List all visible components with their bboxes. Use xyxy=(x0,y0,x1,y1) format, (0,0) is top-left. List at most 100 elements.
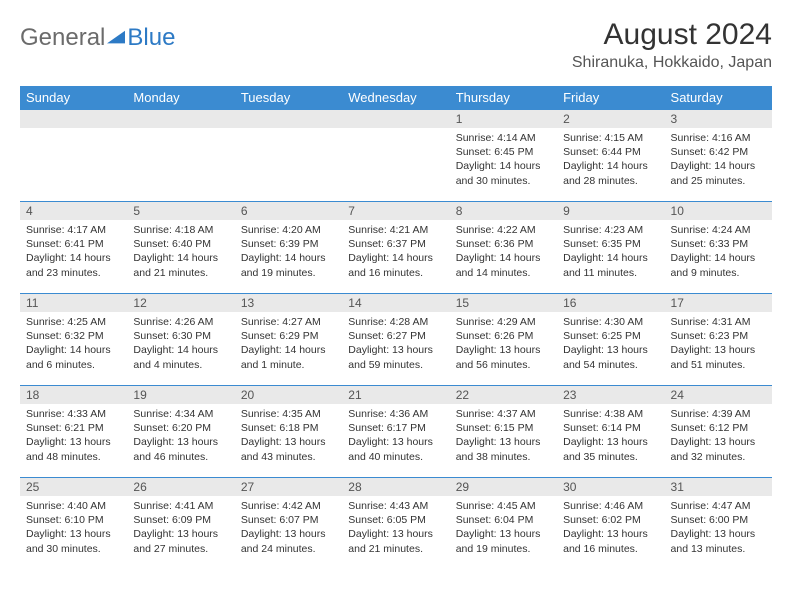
day-info: Sunrise: 4:31 AMSunset: 6:23 PMDaylight:… xyxy=(665,312,772,376)
daylight-text: Daylight: 13 hours and 13 minutes. xyxy=(671,527,766,555)
sunset-text: Sunset: 6:10 PM xyxy=(26,513,121,527)
day-number: 12 xyxy=(127,294,234,312)
sunset-text: Sunset: 6:32 PM xyxy=(26,329,121,343)
day-header: Wednesday xyxy=(342,86,449,110)
day-number: 21 xyxy=(342,386,449,404)
day-info: Sunrise: 4:16 AMSunset: 6:42 PMDaylight:… xyxy=(665,128,772,192)
day-number: 26 xyxy=(127,478,234,496)
day-number: 16 xyxy=(557,294,664,312)
sunrise-text: Sunrise: 4:27 AM xyxy=(241,315,336,329)
sunrise-text: Sunrise: 4:31 AM xyxy=(671,315,766,329)
calendar-day-cell: 24Sunrise: 4:39 AMSunset: 6:12 PMDayligh… xyxy=(665,386,772,478)
daylight-text: Daylight: 14 hours and 4 minutes. xyxy=(133,343,228,371)
calendar-day-cell: 23Sunrise: 4:38 AMSunset: 6:14 PMDayligh… xyxy=(557,386,664,478)
sunrise-text: Sunrise: 4:30 AM xyxy=(563,315,658,329)
sunset-text: Sunset: 6:40 PM xyxy=(133,237,228,251)
day-number xyxy=(127,110,234,128)
day-number: 18 xyxy=(20,386,127,404)
sunrise-text: Sunrise: 4:36 AM xyxy=(348,407,443,421)
day-info: Sunrise: 4:45 AMSunset: 6:04 PMDaylight:… xyxy=(450,496,557,560)
sunset-text: Sunset: 6:21 PM xyxy=(26,421,121,435)
day-info: Sunrise: 4:14 AMSunset: 6:45 PMDaylight:… xyxy=(450,128,557,192)
calendar-day-cell: 19Sunrise: 4:34 AMSunset: 6:20 PMDayligh… xyxy=(127,386,234,478)
sunrise-text: Sunrise: 4:39 AM xyxy=(671,407,766,421)
sunset-text: Sunset: 6:04 PM xyxy=(456,513,551,527)
sunset-text: Sunset: 6:25 PM xyxy=(563,329,658,343)
day-info: Sunrise: 4:26 AMSunset: 6:30 PMDaylight:… xyxy=(127,312,234,376)
day-info: Sunrise: 4:20 AMSunset: 6:39 PMDaylight:… xyxy=(235,220,342,284)
calendar-day-cell: 3Sunrise: 4:16 AMSunset: 6:42 PMDaylight… xyxy=(665,110,772,202)
day-info: Sunrise: 4:17 AMSunset: 6:41 PMDaylight:… xyxy=(20,220,127,284)
sunset-text: Sunset: 6:36 PM xyxy=(456,237,551,251)
daylight-text: Daylight: 13 hours and 19 minutes. xyxy=(456,527,551,555)
day-info: Sunrise: 4:38 AMSunset: 6:14 PMDaylight:… xyxy=(557,404,664,468)
calendar-day-cell xyxy=(127,110,234,202)
day-header: Monday xyxy=(127,86,234,110)
day-number xyxy=(235,110,342,128)
sunset-text: Sunset: 6:26 PM xyxy=(456,329,551,343)
calendar-day-cell: 9Sunrise: 4:23 AMSunset: 6:35 PMDaylight… xyxy=(557,202,664,294)
day-info: Sunrise: 4:27 AMSunset: 6:29 PMDaylight:… xyxy=(235,312,342,376)
day-info: Sunrise: 4:41 AMSunset: 6:09 PMDaylight:… xyxy=(127,496,234,560)
calendar-day-cell: 11Sunrise: 4:25 AMSunset: 6:32 PMDayligh… xyxy=(20,294,127,386)
day-info: Sunrise: 4:22 AMSunset: 6:36 PMDaylight:… xyxy=(450,220,557,284)
logo-triangle-icon xyxy=(107,29,125,47)
calendar-day-cell: 27Sunrise: 4:42 AMSunset: 6:07 PMDayligh… xyxy=(235,478,342,570)
daylight-text: Daylight: 13 hours and 48 minutes. xyxy=(26,435,121,463)
calendar-day-cell: 2Sunrise: 4:15 AMSunset: 6:44 PMDaylight… xyxy=(557,110,664,202)
daylight-text: Daylight: 13 hours and 54 minutes. xyxy=(563,343,658,371)
daylight-text: Daylight: 13 hours and 51 minutes. xyxy=(671,343,766,371)
day-info: Sunrise: 4:24 AMSunset: 6:33 PMDaylight:… xyxy=(665,220,772,284)
sunset-text: Sunset: 6:05 PM xyxy=(348,513,443,527)
calendar-day-cell: 8Sunrise: 4:22 AMSunset: 6:36 PMDaylight… xyxy=(450,202,557,294)
sunrise-text: Sunrise: 4:33 AM xyxy=(26,407,121,421)
calendar-day-cell: 28Sunrise: 4:43 AMSunset: 6:05 PMDayligh… xyxy=(342,478,449,570)
sunrise-text: Sunrise: 4:21 AM xyxy=(348,223,443,237)
daylight-text: Daylight: 13 hours and 46 minutes. xyxy=(133,435,228,463)
day-number: 20 xyxy=(235,386,342,404)
day-number: 3 xyxy=(665,110,772,128)
page-header: General Blue August 2024 Shiranuka, Hokk… xyxy=(20,18,772,72)
day-info: Sunrise: 4:23 AMSunset: 6:35 PMDaylight:… xyxy=(557,220,664,284)
day-info: Sunrise: 4:18 AMSunset: 6:40 PMDaylight:… xyxy=(127,220,234,284)
calendar-day-cell: 14Sunrise: 4:28 AMSunset: 6:27 PMDayligh… xyxy=(342,294,449,386)
month-title: August 2024 xyxy=(572,18,772,52)
sunset-text: Sunset: 6:09 PM xyxy=(133,513,228,527)
day-info: Sunrise: 4:46 AMSunset: 6:02 PMDaylight:… xyxy=(557,496,664,560)
daylight-text: Daylight: 13 hours and 32 minutes. xyxy=(671,435,766,463)
sunset-text: Sunset: 6:27 PM xyxy=(348,329,443,343)
sunset-text: Sunset: 6:12 PM xyxy=(671,421,766,435)
day-number: 23 xyxy=(557,386,664,404)
calendar-week-row: 1Sunrise: 4:14 AMSunset: 6:45 PMDaylight… xyxy=(20,110,772,202)
calendar-day-cell: 5Sunrise: 4:18 AMSunset: 6:40 PMDaylight… xyxy=(127,202,234,294)
sunset-text: Sunset: 6:02 PM xyxy=(563,513,658,527)
sunset-text: Sunset: 6:15 PM xyxy=(456,421,551,435)
logo-text-2: Blue xyxy=(127,24,175,52)
calendar-day-cell: 13Sunrise: 4:27 AMSunset: 6:29 PMDayligh… xyxy=(235,294,342,386)
day-number: 22 xyxy=(450,386,557,404)
day-number: 9 xyxy=(557,202,664,220)
day-info: Sunrise: 4:39 AMSunset: 6:12 PMDaylight:… xyxy=(665,404,772,468)
sunset-text: Sunset: 6:23 PM xyxy=(671,329,766,343)
sunrise-text: Sunrise: 4:40 AM xyxy=(26,499,121,513)
sunrise-text: Sunrise: 4:38 AM xyxy=(563,407,658,421)
sunrise-text: Sunrise: 4:34 AM xyxy=(133,407,228,421)
daylight-text: Daylight: 14 hours and 9 minutes. xyxy=(671,251,766,279)
sunrise-text: Sunrise: 4:15 AM xyxy=(563,131,658,145)
sunrise-text: Sunrise: 4:41 AM xyxy=(133,499,228,513)
daylight-text: Daylight: 14 hours and 1 minute. xyxy=(241,343,336,371)
day-header: Friday xyxy=(557,86,664,110)
calendar-day-cell: 20Sunrise: 4:35 AMSunset: 6:18 PMDayligh… xyxy=(235,386,342,478)
daylight-text: Daylight: 14 hours and 23 minutes. xyxy=(26,251,121,279)
daylight-text: Daylight: 14 hours and 11 minutes. xyxy=(563,251,658,279)
sunrise-text: Sunrise: 4:43 AM xyxy=(348,499,443,513)
sunrise-text: Sunrise: 4:46 AM xyxy=(563,499,658,513)
sunrise-text: Sunrise: 4:17 AM xyxy=(26,223,121,237)
day-number: 4 xyxy=(20,202,127,220)
calendar-day-cell: 29Sunrise: 4:45 AMSunset: 6:04 PMDayligh… xyxy=(450,478,557,570)
day-number: 13 xyxy=(235,294,342,312)
calendar-day-cell: 6Sunrise: 4:20 AMSunset: 6:39 PMDaylight… xyxy=(235,202,342,294)
day-header: Thursday xyxy=(450,86,557,110)
calendar-day-cell: 18 Sunrise: 4:33 AMSunset: 6:21 PMDayligh… xyxy=(20,386,127,478)
day-info: Sunrise: 4:36 AMSunset: 6:17 PMDaylight:… xyxy=(342,404,449,468)
